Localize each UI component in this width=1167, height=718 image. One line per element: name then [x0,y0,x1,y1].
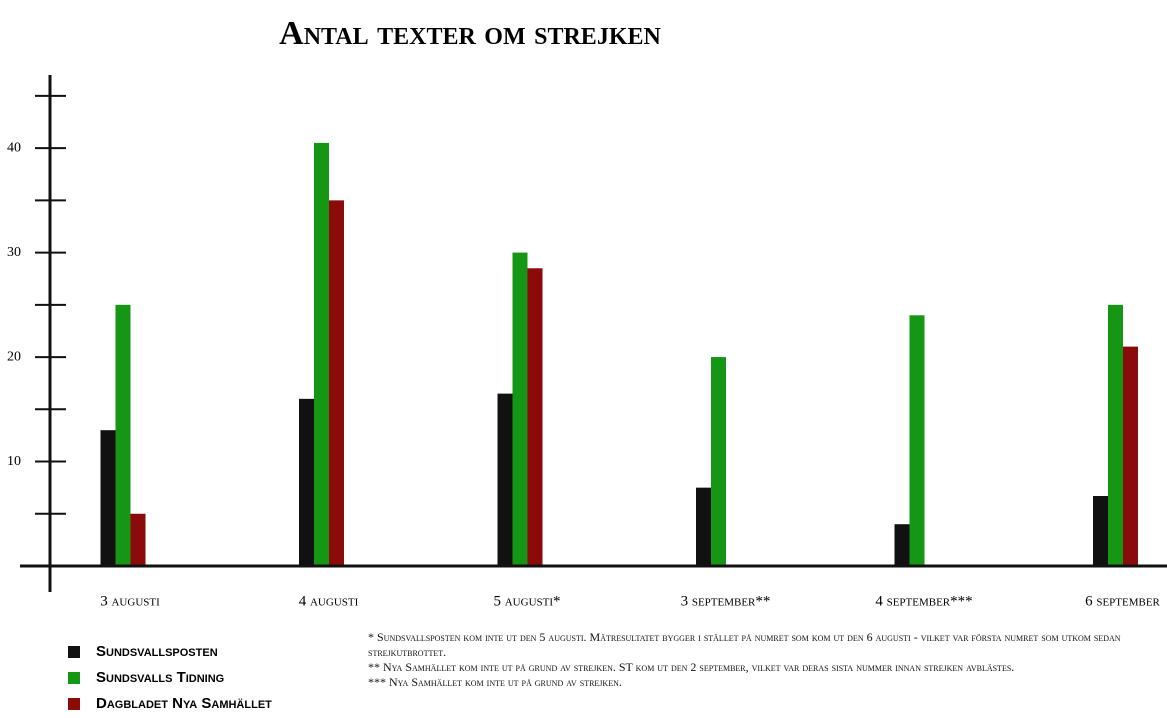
x-tick-label: 4 september*** [875,593,972,609]
x-tick-label: 4 augusti [299,593,359,609]
bar [894,524,910,566]
bar [512,252,528,566]
bar [497,393,513,566]
footnote: ** Nya Samhället kom inte ut på grund av… [368,660,1015,674]
bar [130,513,146,566]
legend-label: Dagbladet Nya Samhället [96,695,272,712]
bar [314,142,329,567]
footnotes: * Sundsvallsposten kom inte ut den 5 aug… [368,630,1158,690]
y-tick-label: 10 [7,454,21,469]
bar [696,487,711,566]
bar [1123,346,1138,566]
y-tick-label: 30 [7,245,21,260]
legend-label: Sundsvallsposten [96,643,218,660]
footnote: *** Nya Samhället kom inte ut på grund a… [368,675,622,689]
chart-title: Antal texter om strejken [279,15,661,52]
footnote: * Sundsvallsposten kom inte ut den 5 aug… [368,630,1121,659]
bar [100,430,116,566]
bar [299,398,314,566]
bar [909,315,925,566]
bar [1093,496,1108,566]
legend-swatch [68,646,80,658]
bar [1108,304,1123,566]
bar [329,200,344,567]
x-tick-label: 5 augusti* [493,593,560,609]
bar [527,268,543,566]
x-tick-label: 3 september** [681,593,771,609]
x-tick-label: 6 september [1085,593,1160,609]
bar [115,304,131,566]
bar [711,357,726,566]
x-tick-label: 3 augusti [100,593,160,609]
legend-swatch [68,672,80,684]
legend-swatch [68,698,80,710]
legend-label: Sundsvalls Tidning [96,669,224,686]
y-tick-label: 40 [7,140,21,155]
y-tick-label: 20 [7,349,21,364]
